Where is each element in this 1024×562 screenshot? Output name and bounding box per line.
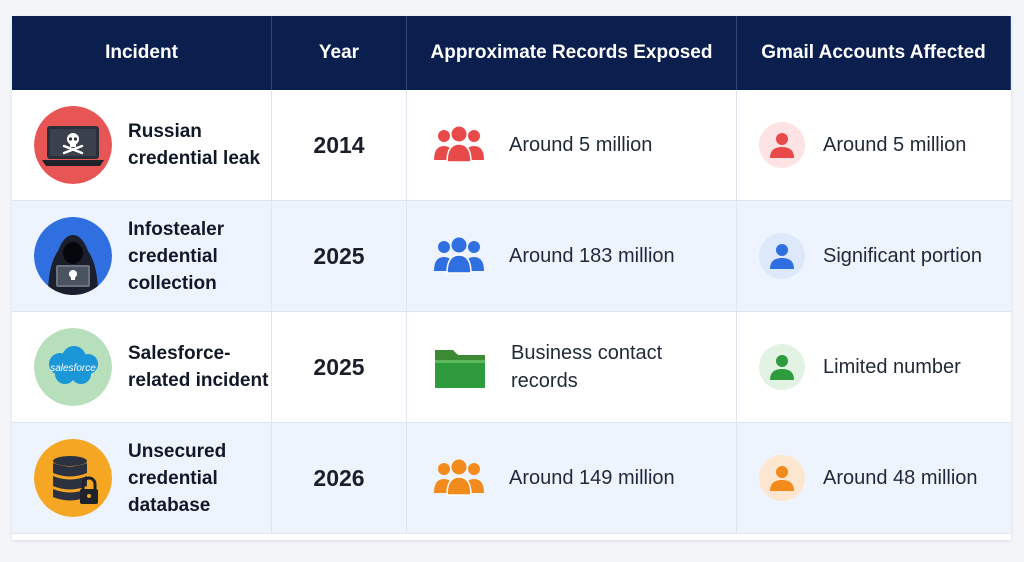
user-icon	[759, 122, 805, 168]
records-cell: Business contact records	[407, 312, 737, 423]
records-value: Around 5 million	[509, 134, 653, 156]
people-group-icon	[433, 126, 485, 164]
gmail-value: Around 48 million	[823, 466, 978, 489]
records-cell: Around 183 million	[407, 201, 737, 312]
header-records: Approximate Records Exposed	[407, 16, 737, 90]
gmail-cell: Around 5 million	[737, 90, 1011, 201]
people-group-icon	[433, 237, 485, 275]
user-icon	[759, 233, 805, 279]
header-year: Year	[272, 16, 407, 90]
incident-cell: Infostealer credential collection	[12, 201, 272, 312]
records-value: Business contact records	[511, 342, 663, 392]
gmail-cell: Limited number	[737, 312, 1011, 423]
incident-name: Infostealer credential collection	[128, 218, 225, 294]
records-value: Around 183 million	[509, 245, 675, 267]
year-cell: 2025	[272, 312, 407, 423]
gmail-cell: Around 48 million	[737, 423, 1011, 534]
gmail-value: Significant portion	[823, 244, 982, 267]
incident-cell: salesforce Salesforce- related incident	[12, 312, 272, 423]
table-grid: Incident Year Approximate Records Expose…	[12, 16, 1011, 534]
salesforce-cloud-icon: salesforce	[34, 328, 112, 406]
incident-cell: Unsecured credential database	[12, 423, 272, 534]
incident-cell: Russian credential leak	[12, 90, 272, 201]
user-icon	[759, 455, 805, 501]
incident-name: Russian credential leak	[128, 121, 261, 169]
laptop-skull-icon	[34, 106, 112, 184]
gmail-value: Limited number	[823, 355, 961, 378]
database-lock-icon	[34, 439, 112, 517]
records-cell: Around 5 million	[407, 90, 737, 201]
gmail-value: Around 5 million	[823, 133, 967, 156]
gmail-cell: Significant portion	[737, 201, 1011, 312]
user-icon	[759, 344, 805, 390]
header-incident: Incident	[12, 16, 272, 90]
svg-text:salesforce: salesforce	[50, 363, 96, 374]
year-cell: 2014	[272, 90, 407, 201]
incident-name: Salesforce- related incident	[128, 343, 269, 391]
year-cell: 2025	[272, 201, 407, 312]
incident-table: Incident Year Approximate Records Expose…	[12, 16, 1011, 540]
year-cell: 2026	[272, 423, 407, 534]
people-group-icon	[433, 459, 485, 497]
header-gmail: Gmail Accounts Affected	[737, 16, 1011, 90]
records-value: Around 149 million	[509, 467, 675, 489]
incident-name: Unsecured credential database	[128, 440, 227, 516]
hooded-hacker-icon	[34, 217, 112, 295]
records-cell: Around 149 million	[407, 423, 737, 534]
folder-icon	[433, 344, 487, 390]
